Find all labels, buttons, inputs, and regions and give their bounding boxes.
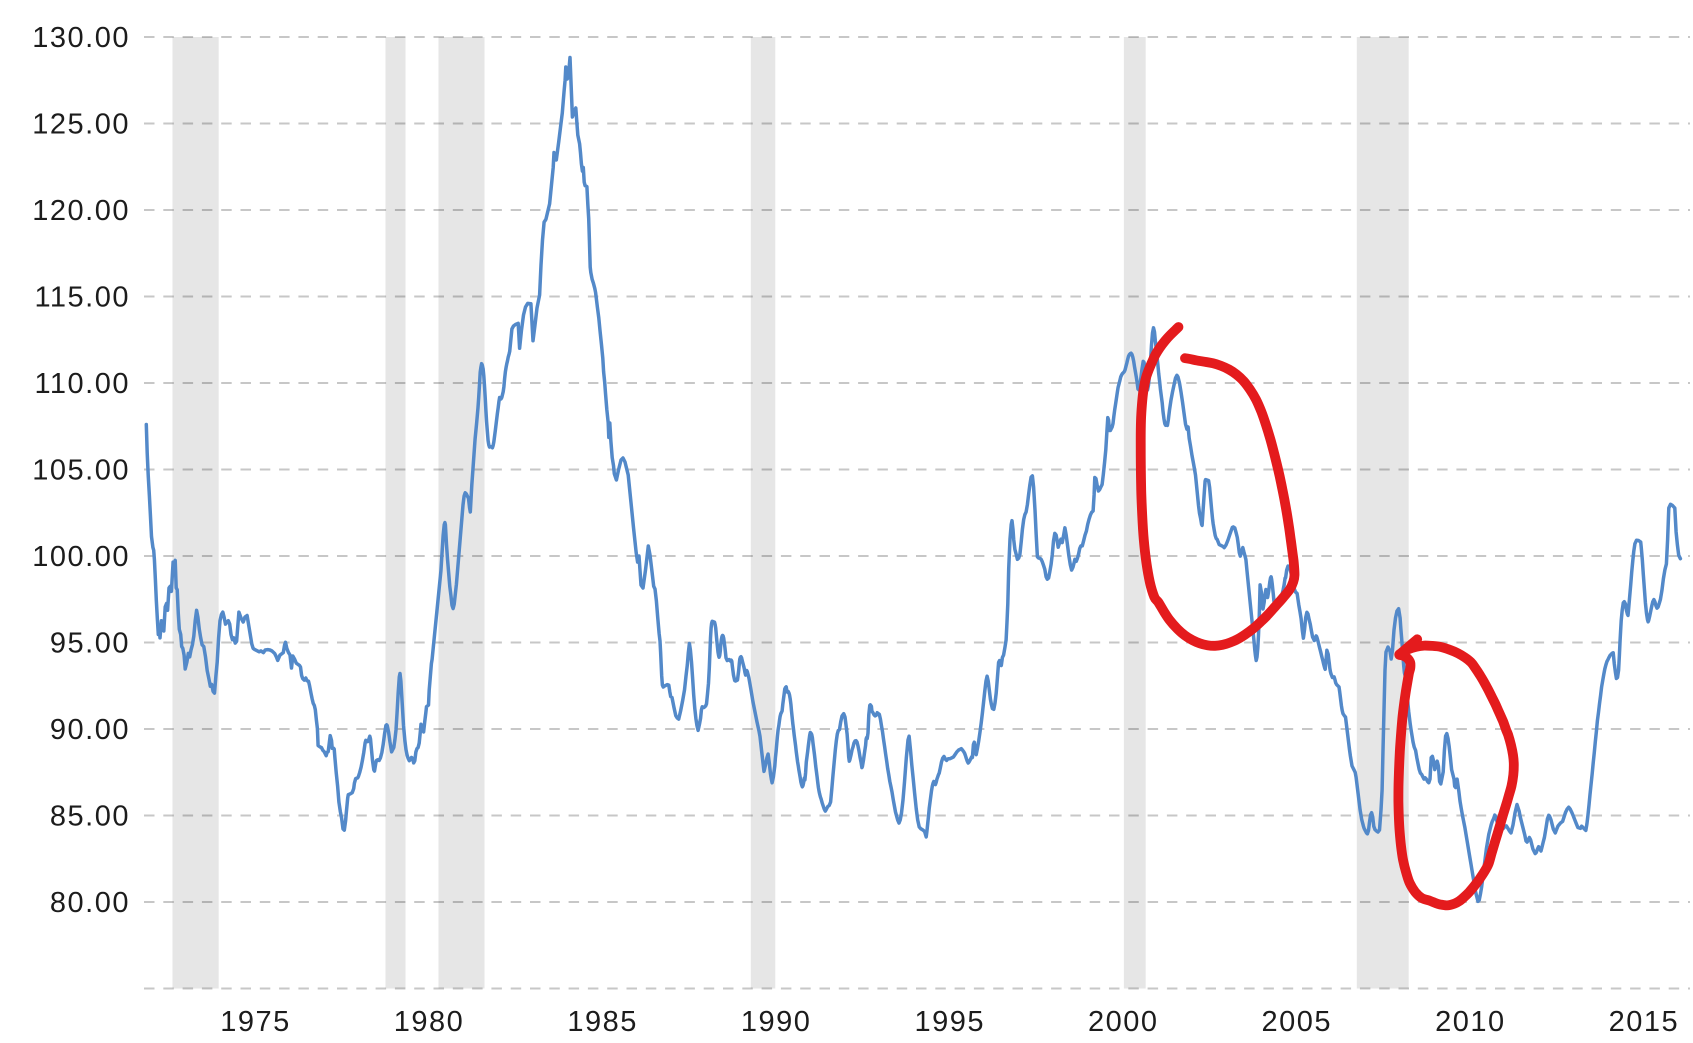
svg-text:130.00: 130.00 — [32, 22, 130, 54]
svg-text:115.00: 115.00 — [34, 282, 130, 314]
svg-text:1990: 1990 — [741, 1006, 812, 1038]
svg-text:125.00: 125.00 — [32, 109, 130, 141]
svg-text:1975: 1975 — [220, 1006, 291, 1038]
svg-text:1980: 1980 — [394, 1006, 465, 1038]
svg-text:120.00: 120.00 — [32, 195, 130, 227]
svg-text:1985: 1985 — [567, 1006, 638, 1038]
svg-text:1995: 1995 — [914, 1006, 985, 1038]
svg-text:105.00: 105.00 — [32, 455, 130, 487]
svg-text:95.00: 95.00 — [50, 628, 130, 660]
svg-text:110.00: 110.00 — [34, 368, 130, 400]
svg-text:2005: 2005 — [1262, 1006, 1333, 1038]
svg-text:2010: 2010 — [1435, 1006, 1506, 1038]
svg-text:90.00: 90.00 — [50, 714, 130, 746]
svg-text:100.00: 100.00 — [32, 541, 130, 573]
svg-text:80.00: 80.00 — [50, 887, 130, 919]
svg-text:85.00: 85.00 — [50, 801, 130, 833]
svg-text:2000: 2000 — [1088, 1006, 1159, 1038]
svg-text:2015: 2015 — [1609, 1006, 1680, 1038]
